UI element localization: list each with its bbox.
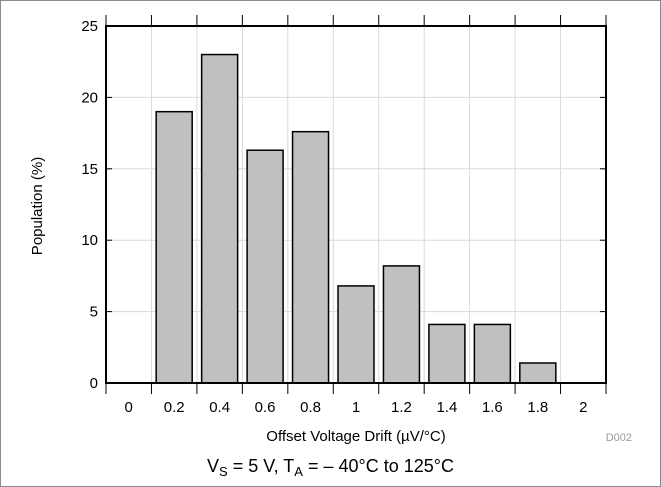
bar <box>473 323 512 384</box>
x-tick-label: 1.8 <box>527 399 548 416</box>
x-tick-label: 0.8 <box>300 399 321 416</box>
bar <box>337 285 375 384</box>
y-tick-label: 0 <box>90 375 98 392</box>
y-tick-label: 5 <box>90 304 98 321</box>
y-axis-label: Population (%) <box>29 157 46 255</box>
x-axis-label: Offset Voltage Drift (µV/°C) <box>266 428 445 445</box>
bars <box>155 53 557 384</box>
x-tick-label: 0 <box>125 399 133 416</box>
bar <box>155 110 193 384</box>
x-tick-label: 1 <box>352 399 360 416</box>
chart-caption: VS = 5 V, TA = ‒ 40°C to 125°C <box>0 456 661 479</box>
y-tick-label: 15 <box>81 161 98 178</box>
x-tick-label: 0.2 <box>164 399 185 416</box>
x-tick-label: 0.4 <box>209 399 230 416</box>
figure-id: D002 <box>606 432 632 444</box>
x-tick-labels: 0 0.2 0.4 0.6 0.8 1 1.2 1.4 1.6 1.8 2 <box>125 399 588 416</box>
bar <box>428 323 466 384</box>
bar <box>246 149 284 384</box>
caption-eq1: = 5 V, T <box>227 456 295 476</box>
x-tick-label: 1.6 <box>482 399 503 416</box>
caption-rest: = ‒ 40°C to 125°C <box>302 456 454 476</box>
caption-v-sub: S <box>219 464 228 479</box>
plot-border <box>105 25 607 384</box>
y-tick-labels: 0 5 10 15 20 25 <box>81 18 98 392</box>
bar <box>519 362 557 384</box>
x-tick-label: 1.4 <box>436 399 457 416</box>
y-tick-label: 10 <box>81 232 98 249</box>
y-tick-label: 25 <box>81 18 98 35</box>
caption-t-sub: A <box>294 464 303 479</box>
ticks <box>105 15 607 394</box>
caption-v: V <box>207 456 220 476</box>
bar <box>291 130 330 384</box>
bar <box>382 265 421 384</box>
x-tick-label: 2 <box>579 399 587 416</box>
y-tick-label: 20 <box>81 89 98 106</box>
x-tick-label: 1.2 <box>391 399 412 416</box>
bar <box>200 53 239 384</box>
x-tick-label: 0.6 <box>255 399 276 416</box>
